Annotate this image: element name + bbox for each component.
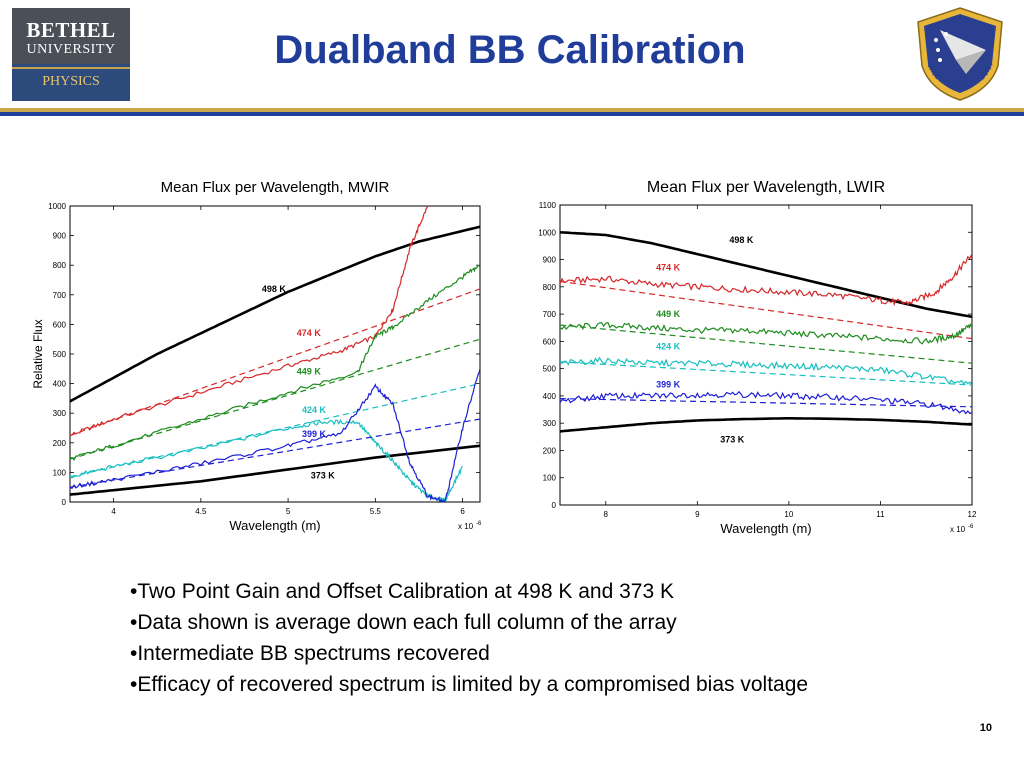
- x-tick-label: 4.5: [195, 507, 207, 516]
- slide-title: Dualband BB Calibration: [274, 28, 746, 72]
- bullet-item: •Intermediate BB spectrums recovered: [130, 642, 490, 665]
- page-number: 10: [979, 722, 992, 734]
- bethel-university-logo: BETHEL UNIVERSITY PHYSICS: [12, 8, 130, 101]
- series-label: 449 K: [297, 367, 322, 377]
- series-line: [70, 225, 480, 403]
- y-tick-label: 800: [53, 261, 67, 270]
- y-tick-label: 0: [62, 498, 67, 507]
- series-label: 498 K: [262, 284, 287, 294]
- x-exponent-label: x 10: [950, 525, 966, 534]
- series-line: [560, 390, 972, 415]
- bullet-item: •Efficacy of recovered spectrum is limit…: [130, 673, 809, 696]
- series-line: [560, 231, 972, 319]
- x-exponent-power: -6: [968, 524, 974, 530]
- series-fit-line: [70, 383, 480, 478]
- y-tick-label: 700: [543, 310, 557, 319]
- y-tick-label: 800: [543, 283, 557, 292]
- y-axis-label: Relative Flux: [31, 319, 45, 388]
- series-group: [560, 231, 972, 433]
- series-fit-line: [560, 398, 972, 408]
- series-fit-line: [560, 324, 972, 364]
- bullet-list: •Two Point Gain and Offset Calibration a…: [130, 576, 990, 700]
- x-tick-label: 8: [604, 510, 609, 519]
- y-tick-label: 700: [53, 291, 67, 300]
- x-exponent-power: -6: [476, 521, 482, 527]
- plot-frame: [69, 205, 481, 503]
- y-tick-label: 900: [53, 232, 67, 241]
- y-tick-label: 100: [543, 474, 557, 483]
- logo-line-physics: PHYSICS: [42, 74, 100, 89]
- bullet-item: •Two Point Gain and Offset Calibration a…: [130, 580, 674, 603]
- logo-top-band: [12, 8, 130, 64]
- x-tick-label: 11: [876, 510, 885, 519]
- y-tick-label: 1100: [539, 201, 557, 210]
- series-line: [560, 356, 972, 386]
- x-axis-label: Wavelength (m): [720, 521, 811, 536]
- series-line: [70, 418, 463, 502]
- x-tick-label: 10: [784, 510, 793, 519]
- y-tick-label: 100: [53, 468, 67, 477]
- series-line: [70, 206, 429, 436]
- logo-gold-divider: [12, 67, 130, 69]
- logo-line-university: UNIVERSITY: [26, 42, 116, 57]
- series-fit-line: [70, 338, 480, 460]
- series-label: 399 K: [302, 429, 327, 439]
- series-label: 474 K: [656, 262, 681, 272]
- bullet-item: •Data shown is average down each full co…: [130, 611, 677, 634]
- y-tick-label: 200: [543, 446, 557, 455]
- series-line: [70, 264, 480, 461]
- y-tick-label: 200: [53, 439, 67, 448]
- y-tick-label: 300: [53, 409, 67, 418]
- series-label: 373 K: [311, 470, 336, 480]
- series-line: [70, 444, 480, 496]
- x-tick-label: 9: [695, 510, 700, 519]
- y-tick-label: 500: [53, 350, 67, 359]
- mwir-flux-chart: Mean Flux per Wavelength, MWIR 0 100 200 300…: [31, 179, 482, 533]
- series-label: 399 K: [656, 380, 681, 390]
- x-tick-label: 4: [111, 507, 116, 516]
- series-line: [560, 253, 972, 307]
- y-tick-label: 900: [543, 256, 557, 265]
- series-label: 449 K: [656, 309, 681, 319]
- series-fit-line: [560, 361, 972, 386]
- y-tick-label: 1000: [48, 202, 66, 211]
- series-label: 474 K: [297, 328, 322, 338]
- series-label: 498 K: [729, 235, 754, 245]
- chart-title: Mean Flux per Wavelength, LWIR: [647, 179, 885, 196]
- y-tick-label: 500: [543, 365, 557, 374]
- series-label: 424 K: [656, 342, 681, 352]
- header-rule-blue: [0, 112, 1024, 116]
- afrl-seal-icon: AIR FORCE RESEARCH LABORATORY: [910, 4, 1003, 101]
- chart-title: Mean Flux per Wavelength, MWIR: [161, 179, 390, 196]
- y-tick-label: 1000: [538, 228, 556, 237]
- series-group: [70, 206, 480, 502]
- y-tick-label: 400: [543, 392, 557, 401]
- y-tick-label: 600: [53, 320, 67, 329]
- series-label: 424 K: [302, 405, 327, 415]
- series-line: [70, 368, 480, 502]
- series-fit-line: [70, 288, 480, 436]
- x-tick-label: 5: [286, 507, 291, 516]
- header-rule-gold: [0, 108, 1024, 112]
- x-tick-label: 12: [968, 510, 977, 519]
- x-axis-label: Wavelength (m): [229, 518, 320, 533]
- y-tick-label: 300: [543, 419, 557, 428]
- series-label: 373 K: [720, 434, 745, 444]
- y-tick-label: 600: [543, 337, 557, 346]
- x-tick-label: 5.5: [370, 507, 382, 516]
- y-tick-label: 400: [53, 380, 67, 389]
- y-tick-label: 0: [552, 501, 557, 510]
- plot-frame: [559, 204, 973, 506]
- series-fit-line: [560, 280, 972, 340]
- lwir-flux-chart: Mean Flux per Wavelength, LWIR 0 100 200 300…: [538, 179, 977, 536]
- logo-line-bethel: BETHEL: [26, 18, 116, 42]
- x-exponent-label: x 10: [458, 522, 474, 531]
- x-tick-label: 6: [460, 507, 465, 516]
- series-line: [560, 417, 972, 433]
- series-line: [560, 321, 972, 345]
